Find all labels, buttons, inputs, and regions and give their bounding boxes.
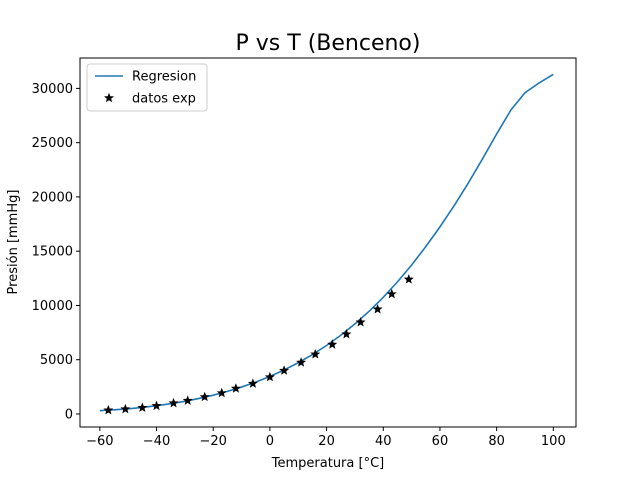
legend: Regresion datos exp: [86, 63, 208, 112]
y-tick-label: 20000: [32, 190, 73, 205]
x-tick-label: 20: [318, 434, 335, 449]
data-point-star: [247, 378, 258, 388]
data-point-star: [216, 387, 227, 398]
data-point-star: [341, 328, 352, 339]
legend-star-swatch: [104, 92, 114, 103]
legend-label-datos-exp: datos exp: [132, 92, 196, 107]
x-tick-label: −40: [143, 434, 170, 449]
chart-title: P vs T (Benceno): [236, 31, 421, 56]
data-point-star: [386, 288, 397, 299]
legend-label-regresion: Regresion: [132, 70, 196, 85]
data-point-star: [182, 395, 193, 405]
axes-layer: −60 −40 −20 0 20 40 60 80 100 0 5000 10000 15000 2000…: [32, 57, 577, 449]
data-point-star: [310, 349, 321, 359]
x-tick-label: 80: [488, 434, 505, 449]
data-point-star: [137, 402, 148, 412]
y-tick-label: 0: [65, 407, 73, 422]
y-tick-label: 30000: [32, 82, 73, 97]
axes-frame: [79, 57, 577, 428]
data-point-star: [168, 397, 179, 408]
y-tick-label: 5000: [40, 353, 73, 368]
x-tick-label: 60: [432, 434, 449, 449]
data-point-star: [355, 317, 366, 327]
x-tick-label: 40: [375, 434, 392, 449]
y-tick-label: 10000: [32, 299, 73, 314]
x-tick-label: 100: [541, 434, 566, 449]
data-point-star: [372, 304, 383, 314]
y-axis-label: Presión [mmHg]: [6, 190, 21, 295]
plot-area: [80, 58, 576, 427]
data-point-star: [230, 383, 241, 393]
y-tick-label: 15000: [32, 245, 73, 260]
data-point-star: [403, 274, 414, 284]
x-axis-label: Temperatura [°C]: [271, 456, 384, 471]
x-tick-label: −60: [86, 434, 113, 449]
data-point-star: [103, 404, 114, 415]
data-point-star: [120, 403, 131, 414]
series-layer: [99, 73, 554, 415]
x-tick-label: 0: [266, 434, 274, 449]
data-point-star: [327, 339, 338, 349]
data-point-star: [199, 391, 210, 402]
x-tick-label: −20: [199, 434, 226, 449]
data-point-star: [151, 400, 162, 411]
plot-background: [80, 58, 576, 427]
data-point-star: [296, 357, 307, 367]
data-point-star: [264, 371, 275, 382]
data-point-star: [279, 365, 290, 375]
y-tick-label: 25000: [32, 136, 73, 151]
